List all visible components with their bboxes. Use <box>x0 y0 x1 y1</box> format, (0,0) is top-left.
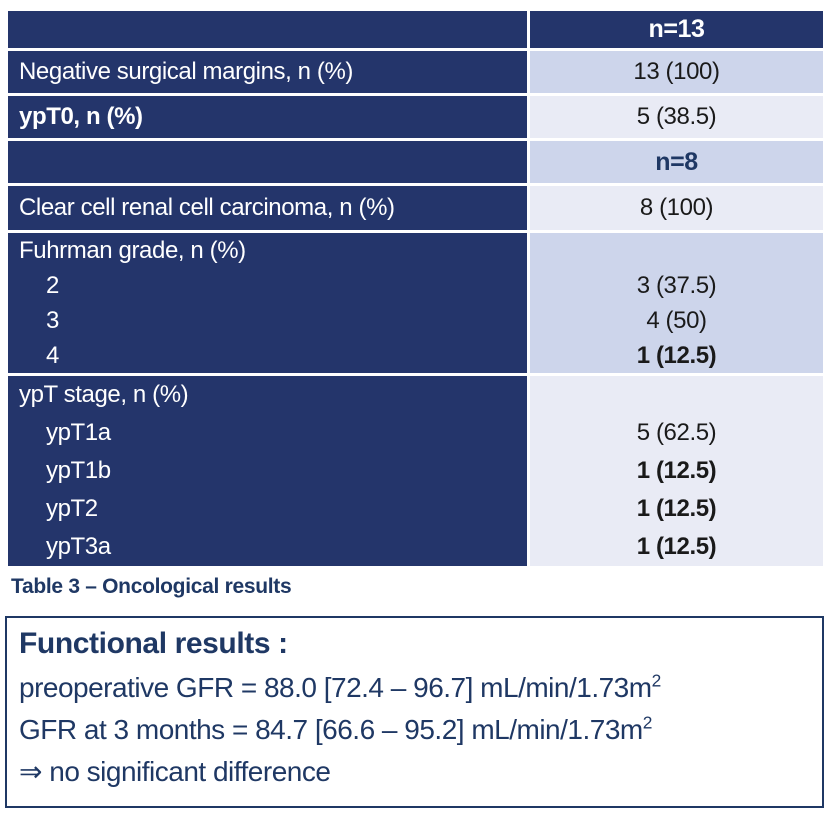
preoperative-gfr-text: preoperative GFR = 88.0 [72.4 – 96.7] mL… <box>19 672 652 703</box>
sub-label: ypT2 <box>46 495 98 522</box>
sub-value: 1 (12.5) <box>636 533 717 560</box>
table-row-fuhrman-grade: Fuhrman grade, n (%) 2 3 4 3 (37.5) 4 (5… <box>8 233 823 373</box>
sub-label: ypT3a <box>46 533 111 560</box>
superscript-2: 2 <box>642 712 653 733</box>
cohort-header-n8: n=8 <box>530 141 823 183</box>
sub-value: 3 (37.5) <box>636 271 717 299</box>
table-row-negative-margins: Negative surgical margins, n (%) 13 (100… <box>8 51 823 93</box>
header-empty-cell <box>8 11 527 48</box>
group-label: Fuhrman grade, n (%) <box>19 236 246 264</box>
sub-value: 4 (50) <box>646 306 707 334</box>
gfr-3-months-text: GFR at 3 months = 84.7 [66.6 – 95.2] mL/… <box>19 714 643 745</box>
table-caption: Table 3 – Oncological results <box>11 575 292 598</box>
row-label: ypT0, n (%) <box>8 96 527 138</box>
empty-value-line <box>530 233 823 268</box>
superscript-2: 2 <box>651 670 662 691</box>
sub-label: 4 <box>46 341 59 369</box>
table-row-clear-cell-rcc: Clear cell renal cell carcinoma, n (%) 8… <box>8 186 823 230</box>
sub-label: ypT1a <box>46 419 111 446</box>
group-label: ypT stage, n (%) <box>19 381 189 408</box>
group-value-cell: 5 (62.5) 1 (12.5) 1 (12.5) 1 (12.5) <box>530 376 823 566</box>
empty-value-line <box>530 376 823 414</box>
table-row-ypt-stage: ypT stage, n (%) ypT1a ypT1b ypT2 ypT3a … <box>8 376 823 566</box>
conclusion-line: ⇒ no significant difference <box>19 756 331 787</box>
row-label: Clear cell renal cell carcinoma, n (%) <box>8 186 527 230</box>
cohort-header-n13: n=13 <box>530 11 823 48</box>
row-value: 13 (100) <box>530 51 823 93</box>
table-row-header-n8: n=8 <box>8 141 823 183</box>
gfr-3-months-line: GFR at 3 months = 84.7 [66.6 – 95.2] mL/… <box>19 709 810 751</box>
sub-label: 3 <box>46 306 59 334</box>
row-label: Negative surgical margins, n (%) <box>8 51 527 93</box>
functional-results-box: Functional results : preoperative GFR = … <box>5 616 824 808</box>
group-label-cell: Fuhrman grade, n (%) 2 3 4 <box>8 233 527 373</box>
table-row-ypt0: ypT0, n (%) 5 (38.5) <box>8 96 823 138</box>
group-value-cell: 3 (37.5) 4 (50) 1 (12.5) <box>530 233 823 373</box>
sub-value: 5 (62.5) <box>636 419 717 446</box>
table-row-header-n13: n=13 <box>8 11 823 48</box>
sub-value: 1 (12.5) <box>636 495 717 522</box>
sub-value: 1 (12.5) <box>636 457 717 484</box>
sub-label: 2 <box>46 271 59 299</box>
sub-label: ypT1b <box>46 457 111 484</box>
header-empty-cell <box>8 141 527 183</box>
functional-results-title: Functional results : <box>19 627 288 660</box>
row-value: 8 (100) <box>530 186 823 230</box>
group-label-cell: ypT stage, n (%) ypT1a ypT1b ypT2 ypT3a <box>8 376 527 566</box>
row-value: 5 (38.5) <box>530 96 823 138</box>
sub-value: 1 (12.5) <box>636 341 717 369</box>
preoperative-gfr-line: preoperative GFR = 88.0 [72.4 – 96.7] mL… <box>19 667 810 709</box>
oncological-results-table: n=13 Negative surgical margins, n (%) 13… <box>8 11 823 566</box>
